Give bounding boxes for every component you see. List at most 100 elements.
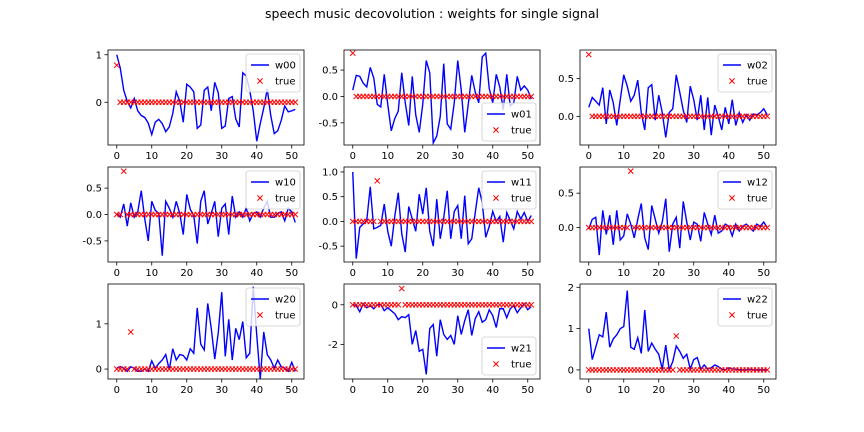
x-tick-label: 40 — [486, 268, 499, 279]
true-marker — [124, 366, 131, 373]
legend-label-series: w20 — [275, 295, 296, 306]
legend-label-true: true — [511, 194, 532, 205]
true-marker — [370, 218, 377, 225]
legend: w01 true — [481, 102, 537, 142]
subplot-w21: 0 10 20 30 40 50 -2 0 w21 true — [328, 283, 541, 396]
true-marker — [374, 177, 381, 184]
x-tick-label: 20 — [180, 151, 193, 162]
true-marker — [585, 51, 592, 58]
axes-frame — [343, 49, 541, 146]
figure-title: speech music decovolution : weights for … — [265, 6, 599, 21]
legend-label-true: true — [747, 311, 768, 322]
legend: w21 true — [481, 336, 537, 376]
y-tick-label: 0.0 — [86, 210, 102, 221]
true-marker — [673, 333, 680, 339]
x-tick-label: 30 — [451, 151, 464, 162]
subplot-w12: 0 10 20 30 40 50 0.0 0.5 w12 true — [558, 166, 777, 279]
x-tick-label: 50 — [285, 385, 298, 396]
legend: w10 true — [245, 170, 301, 210]
x-tick-label: 50 — [757, 385, 770, 396]
x-tick-label: 50 — [757, 151, 770, 162]
x-tick-label: 0 — [350, 385, 356, 396]
x-tick-label: 40 — [486, 151, 499, 162]
x-tick-label: 10 — [145, 151, 158, 162]
legend-label-true: true — [275, 311, 296, 322]
legend-label-series: w00 — [275, 61, 296, 72]
x-tick-label: 0 — [350, 268, 356, 279]
subplot-w01: 0 10 20 30 40 50 -0.5 0.0 0.5 w01 true — [318, 49, 541, 162]
x-tick-label: 0 — [350, 151, 356, 162]
y-tick-label: 0.5 — [558, 189, 574, 200]
x-tick-label: 10 — [381, 151, 394, 162]
x-tick-label: 20 — [416, 151, 429, 162]
x-tick-label: 10 — [381, 385, 394, 396]
x-tick-label: 30 — [451, 268, 464, 279]
x-tick-label: 0 — [114, 268, 120, 279]
legend: w22 true — [717, 287, 773, 327]
true-marker — [398, 285, 405, 292]
y-tick-label: 0.0 — [558, 223, 574, 234]
axes-frame — [107, 49, 305, 146]
y-tick-label: 0.5 — [322, 66, 338, 77]
legend-label-series: w01 — [511, 110, 532, 121]
series-line-w22 — [588, 290, 768, 373]
y-tick-label: -2 — [328, 340, 338, 351]
legend-marker-swatch — [493, 195, 499, 201]
legend-marker-swatch — [729, 78, 735, 84]
y-tick-label: 0.0 — [322, 217, 338, 228]
legend-label-series: w02 — [747, 61, 768, 72]
y-tick-label: 0 — [332, 300, 338, 311]
y-tick-label: 0.5 — [322, 192, 338, 203]
true-marker — [127, 328, 134, 335]
subplot-w22: 0 10 20 30 40 50 0 1 2 w22 true — [568, 283, 777, 396]
true-marker — [624, 224, 631, 231]
y-tick-label: -0.5 — [318, 118, 338, 129]
x-tick-label: 10 — [145, 385, 158, 396]
y-tick-label: -0.5 — [318, 242, 338, 253]
axes-frame — [343, 166, 541, 263]
true-marker — [669, 366, 676, 373]
true-marker — [292, 99, 299, 106]
axes-frame — [579, 283, 777, 380]
legend-label-series: w12 — [747, 178, 768, 189]
legend-label-true: true — [747, 194, 768, 205]
x-tick-label: 20 — [416, 385, 429, 396]
x-tick-label: 30 — [215, 385, 228, 396]
series-line-w02 — [588, 74, 768, 138]
true-marker — [627, 168, 634, 175]
x-tick-label: 30 — [215, 151, 228, 162]
true-marker — [113, 62, 120, 69]
true-marker — [292, 211, 299, 218]
x-tick-label: 10 — [145, 268, 158, 279]
x-tick-label: 30 — [687, 385, 700, 396]
legend-label-series: w22 — [747, 295, 768, 306]
legend-marker-swatch — [729, 312, 735, 318]
x-tick-label: 30 — [687, 268, 700, 279]
x-tick-label: 20 — [652, 385, 665, 396]
y-tick-label: 1.0 — [322, 167, 338, 178]
series-line-w00 — [116, 54, 296, 142]
x-tick-label: 40 — [250, 268, 263, 279]
y-tick-label: 0.0 — [558, 112, 574, 123]
axes-frame — [343, 283, 541, 380]
subplot-w20: 0 10 20 30 40 50 0 1 w20 true — [96, 283, 305, 396]
x-tick-label: 50 — [285, 268, 298, 279]
legend-label-true: true — [275, 194, 296, 205]
true-marker — [528, 93, 535, 100]
legend-label-series: w10 — [275, 178, 296, 189]
x-tick-label: 50 — [521, 268, 534, 279]
x-tick-label: 10 — [617, 385, 630, 396]
y-tick-label: 0.5 — [86, 184, 102, 195]
legend-label-series: w21 — [511, 344, 532, 355]
x-tick-label: 50 — [521, 151, 534, 162]
true-marker — [120, 168, 127, 175]
subplot-w10: 0 10 20 30 40 50 -0.5 0.0 0.5 w10 true — [82, 166, 305, 279]
true-marker — [292, 366, 299, 373]
y-tick-label: 1 — [96, 319, 102, 330]
subplot-w11: 0 10 20 30 40 50 -0.5 0.0 0.5 1.0 w11 true — [318, 166, 541, 279]
true-marker — [395, 301, 402, 308]
axes-frame — [107, 166, 305, 263]
true-marker — [349, 50, 356, 57]
legend-label-series: w11 — [511, 178, 532, 189]
